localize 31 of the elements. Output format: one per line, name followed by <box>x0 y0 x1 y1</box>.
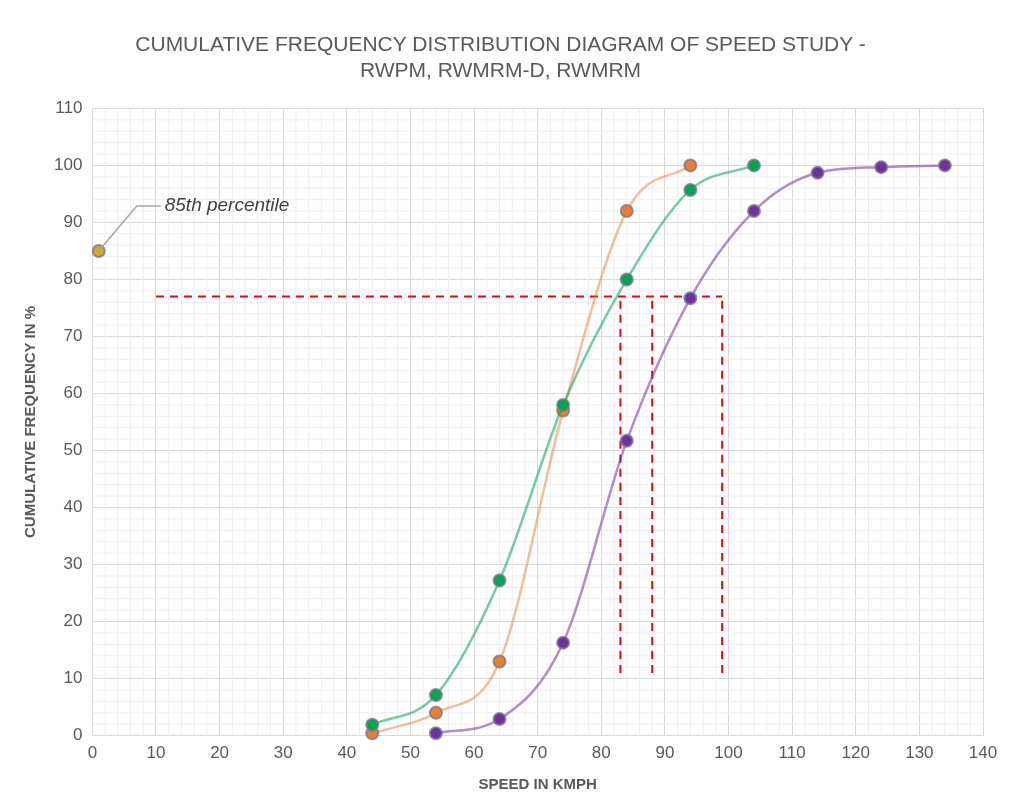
x-tick-label: 50 <box>400 743 420 763</box>
y-tick-label: 10 <box>63 668 83 688</box>
x-tick-label: 100 <box>714 743 743 763</box>
chart-title: CUMULATIVE FREQUENCY DISTRIBUTION DIAGRAM OF SPEED STUDY - RWPM, RWMRM-D, RWMRM <box>135 32 866 81</box>
x-tick-label: 0 <box>87 743 98 763</box>
y-axis-title: CUMULATIVE FREQUENCY IN % <box>21 306 39 538</box>
y-tick-label: 110 <box>55 98 83 118</box>
y-tick-label: 0 <box>72 725 83 745</box>
x-tick-label: 70 <box>528 743 548 763</box>
y-tick-label: 30 <box>63 554 83 574</box>
x-tick-label: 110 <box>778 743 806 763</box>
x-tick-label: 90 <box>655 743 675 763</box>
x-axis-title: SPEED IN KMPH <box>478 775 597 793</box>
y-tick-label: 20 <box>63 611 83 631</box>
x-tick-label: 130 <box>905 743 934 763</box>
y-tick-label: 50 <box>63 440 83 460</box>
x-tick-label: 120 <box>841 743 870 763</box>
annotation: 85th percentile <box>164 194 290 216</box>
y-tick-label: 60 <box>63 383 83 403</box>
x-tick-label: 30 <box>273 743 293 763</box>
x-tick-label: 20 <box>210 743 230 763</box>
y-tick-label: 90 <box>63 212 83 232</box>
x-tick-label: 40 <box>337 743 357 763</box>
y-tick-label: 70 <box>63 326 83 346</box>
y-tick-label: 80 <box>63 269 83 289</box>
x-tick-label: 60 <box>464 743 484 763</box>
x-tick-label: 10 <box>146 743 166 763</box>
x-tick-label: 80 <box>591 743 611 763</box>
y-tick-label: 40 <box>63 497 83 517</box>
y-tick-label: 100 <box>53 155 83 175</box>
x-tick-label: 140 <box>968 743 998 763</box>
